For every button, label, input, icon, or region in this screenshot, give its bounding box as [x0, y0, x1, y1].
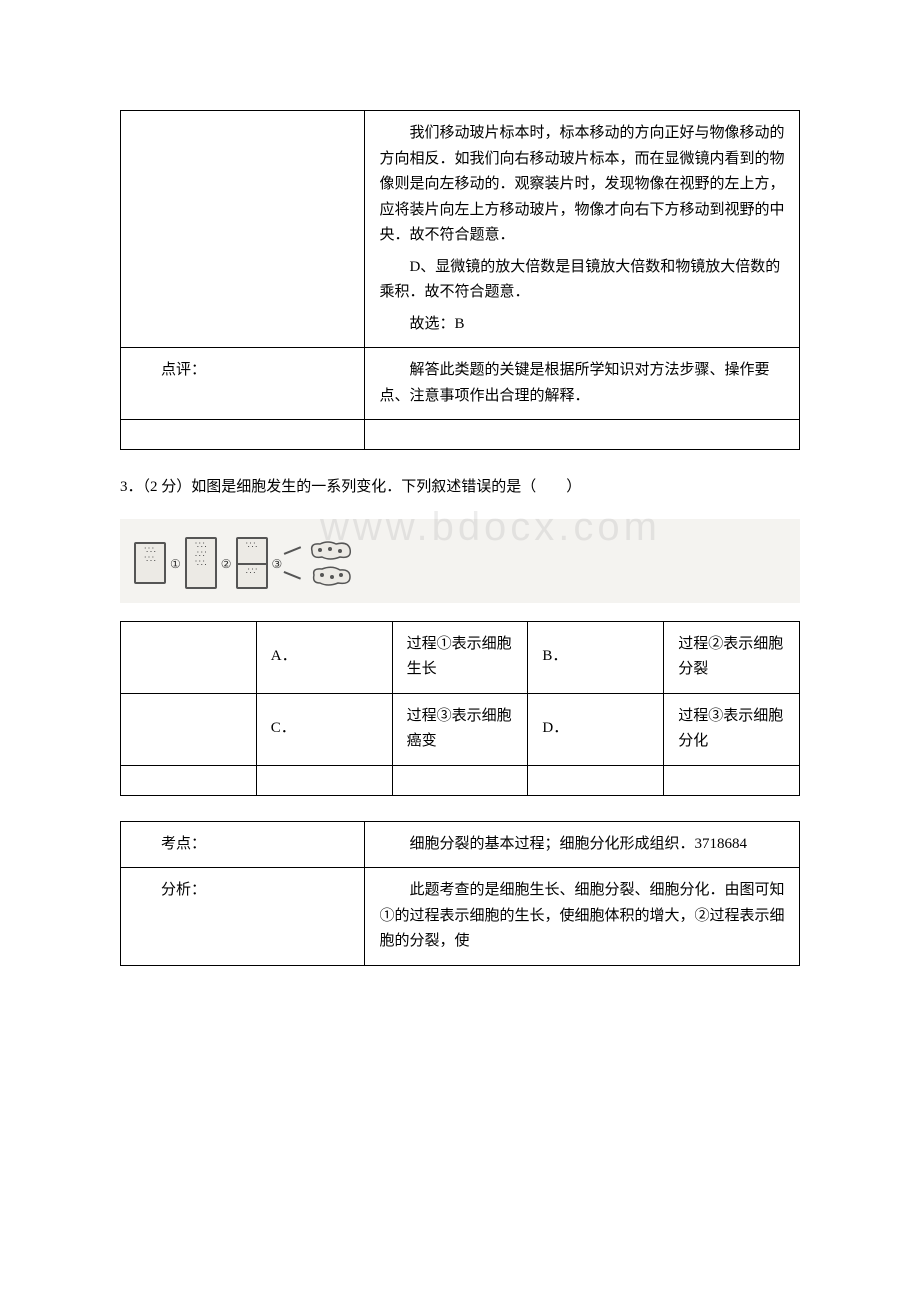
option-a-text: 过程①表示细胞生长 [392, 621, 528, 693]
option-c-text: 过程③表示细胞癌变 [392, 693, 528, 765]
comment-content-cell: 解答此类题的关键是根据所学知识对方法步骤、操作要点、注意事项作出合理的解释． [365, 348, 800, 420]
prev-empty-left [121, 420, 365, 450]
blank-cell-1 [121, 621, 257, 693]
prev-expl-para-3: 故选：B [379, 312, 785, 338]
diagram-area: www.bdocx.com ∵∴∵∴ ① ∵∴∴∵∵∴ ② ∵∴ ∴∵ ③ [120, 519, 800, 603]
opt-empty-2 [256, 765, 392, 795]
prev-explanation-table: 我们移动玻片标本时，标本移动的方向正好与物像移动的方向相反．如我们向右移动玻片标… [120, 110, 800, 450]
comment-text: 解答此类题的关键是根据所学知识对方法步骤、操作要点、注意事项作出合理的解释． [379, 358, 785, 409]
process-label-3: ③ [272, 554, 283, 574]
cell-stage-1: ∵∴∵∴ [134, 542, 166, 584]
point-text: 细胞分裂的基本过程；细胞分化形成组织．3718684 [379, 832, 785, 858]
process-label-2: ② [221, 554, 232, 574]
analysis-table: 考点： 细胞分裂的基本过程；细胞分化形成组织．3718684 分析： 此题考查的… [120, 821, 800, 966]
option-b-letter: B． [528, 621, 664, 693]
option-d-text: 过程③表示细胞分化 [664, 693, 800, 765]
cell-3-divider: ∴∵ [238, 563, 266, 587]
opt-empty-4 [528, 765, 664, 795]
prev-expl-label-cell [121, 111, 365, 348]
opt-empty-3 [392, 765, 528, 795]
differentiated-cells [308, 539, 354, 587]
tissue-blob-1 [308, 539, 354, 561]
options-table: A． 过程①表示细胞生长 B． 过程②表示细胞分裂 C． 过程③表示细胞癌变 D… [120, 621, 800, 796]
tissue-blob-2 [308, 565, 354, 587]
blank-cell-2 [121, 693, 257, 765]
analysis-label-cell: 分析： [121, 868, 365, 966]
option-b-text: 过程②表示细胞分裂 [664, 621, 800, 693]
point-content-cell: 细胞分裂的基本过程；细胞分化形成组织．3718684 [365, 821, 800, 868]
analysis-text: 此题考查的是细胞生长、细胞分裂、细胞分化．由图可知①的过程表示细胞的生长，使细胞… [379, 878, 785, 955]
cell-3-top: ∵∴ [238, 539, 266, 563]
opt-empty-1 [121, 765, 257, 795]
process-label-1: ① [170, 554, 181, 574]
prev-expl-content-cell: 我们移动玻片标本时，标本移动的方向正好与物像移动的方向相反．如我们向右移动玻片标… [365, 111, 800, 348]
analysis-content-cell: 此题考查的是细胞生长、细胞分裂、细胞分化．由图可知①的过程表示细胞的生长，使细胞… [365, 868, 800, 966]
prev-expl-para-2: D、显微镜的放大倍数是目镜放大倍数和物镜放大倍数的乘积．故不符合题意． [379, 255, 785, 306]
prev-expl-para-1: 我们移动玻片标本时，标本移动的方向正好与物像移动的方向相反．如我们向右移动玻片标… [379, 121, 785, 249]
question-number: 3．（2 分） [120, 479, 191, 495]
point-label-cell: 考点： [121, 821, 365, 868]
branch-lines [284, 538, 302, 588]
cell-1-dots: ∵∴∵∴ [136, 544, 164, 564]
prev-empty-right [365, 420, 800, 450]
watermark-text: www.bdocx.com [320, 493, 661, 561]
comment-label-cell: 点评： [121, 348, 365, 420]
option-a-letter: A． [256, 621, 392, 693]
cell-stage-3: ∵∴ ∴∵ [236, 537, 268, 589]
cell-2-dots: ∵∴∴∵∵∴ [187, 539, 215, 568]
cell-stage-2: ∵∴∴∵∵∴ [185, 537, 217, 589]
option-d-letter: D． [528, 693, 664, 765]
option-c-letter: C． [256, 693, 392, 765]
opt-empty-5 [664, 765, 800, 795]
